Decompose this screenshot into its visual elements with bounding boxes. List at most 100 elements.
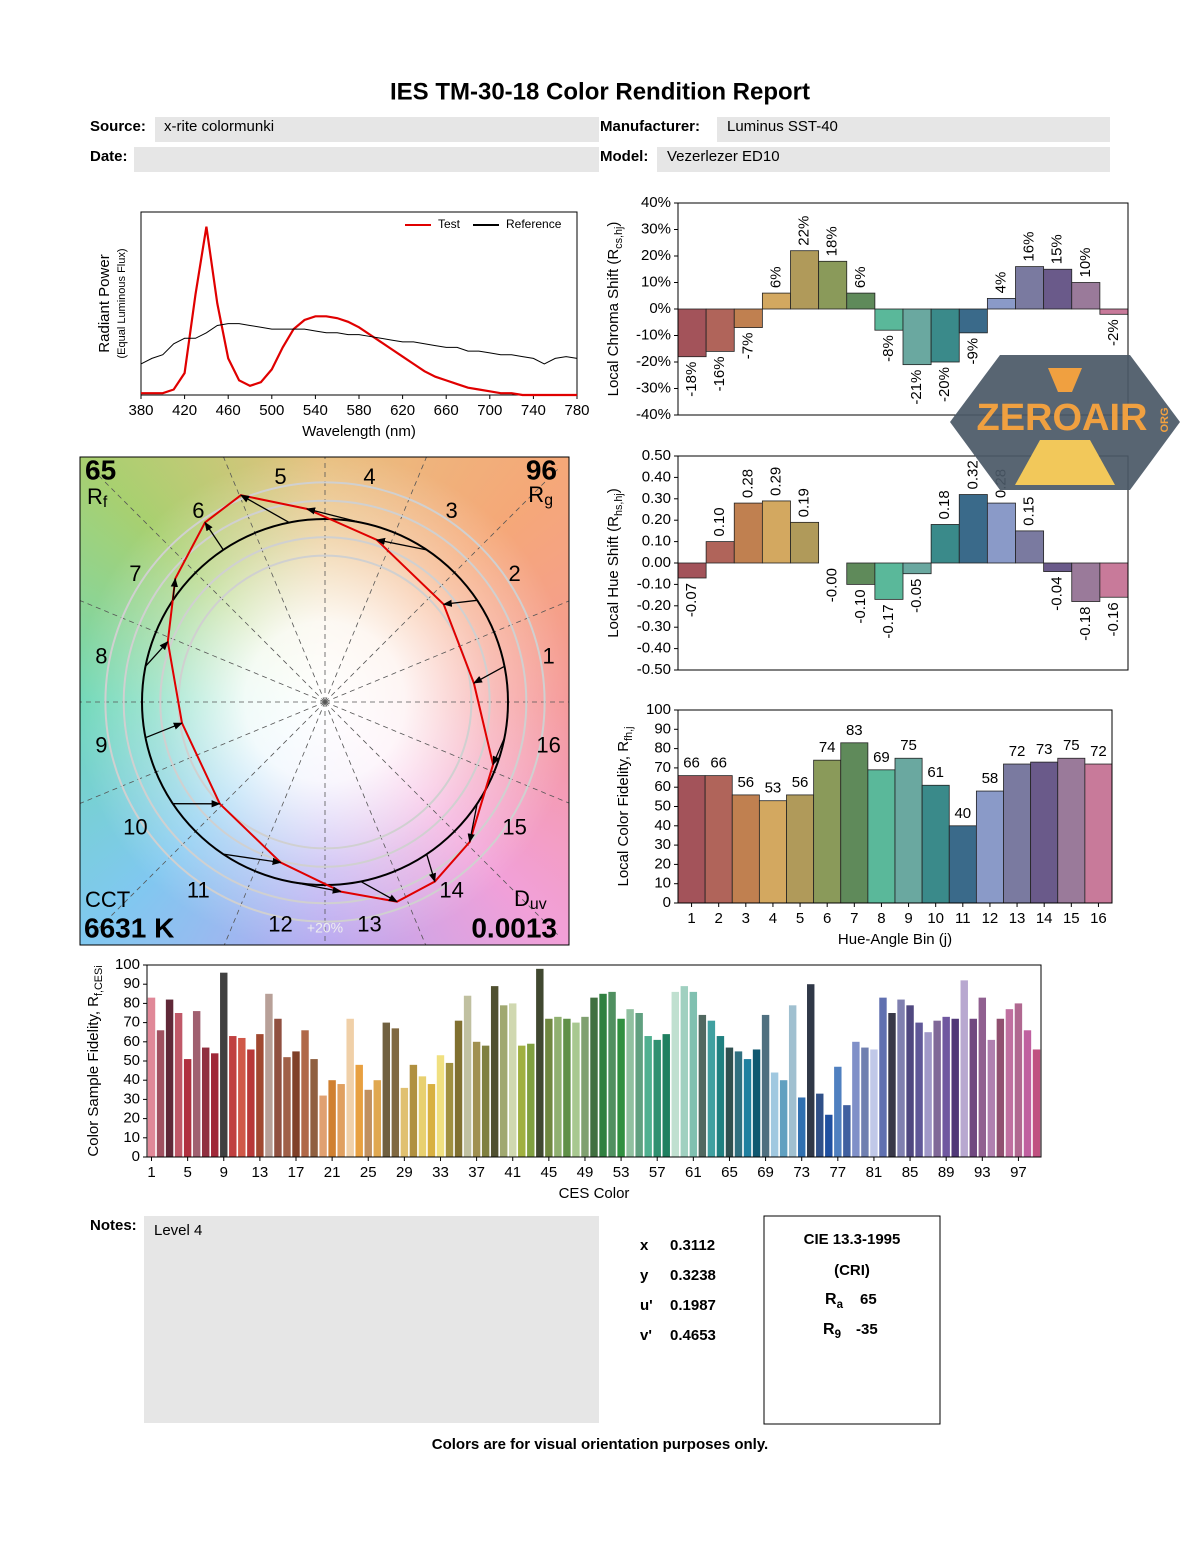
- bar: [662, 1034, 670, 1157]
- bar: [1099, 562, 1129, 598]
- x-tick-label: 53: [613, 1164, 630, 1181]
- y-tick-label: 30: [123, 1090, 140, 1107]
- value-label: -16%: [711, 356, 728, 391]
- bar: [409, 1064, 418, 1157]
- rf-value: 65: [85, 454, 116, 485]
- bar: [274, 1018, 282, 1157]
- bin-label: 11: [187, 877, 210, 902]
- bar: [797, 1097, 806, 1157]
- value-label: 58: [982, 770, 999, 787]
- x-tick-label: 13: [252, 1164, 269, 1181]
- bin-label: 13: [357, 911, 381, 936]
- x-tick-label: 14: [1036, 910, 1053, 927]
- bar: [373, 1080, 381, 1157]
- duv-value: 0.0013: [471, 912, 557, 943]
- watermark-badge: [950, 355, 1180, 490]
- duv-label: Duv: [514, 886, 547, 913]
- value-label: 75: [900, 737, 917, 754]
- y-tick-label: 40%: [641, 194, 671, 211]
- bar: [220, 972, 228, 1157]
- value-label: 66: [683, 755, 700, 772]
- x-tick-label: 10: [927, 910, 944, 927]
- bar: [617, 1018, 625, 1157]
- chromaticity-value: 0.1987: [670, 1297, 716, 1314]
- y-tick-label: 10%: [641, 273, 671, 290]
- bar: [247, 1049, 255, 1157]
- bar: [840, 742, 869, 904]
- bar: [183, 1059, 192, 1157]
- scale-circle: [104, 481, 546, 923]
- bar: [951, 1018, 959, 1157]
- x-tick-label: 15: [1063, 910, 1080, 927]
- r9-label-part: 9: [835, 1329, 841, 1341]
- bar: [364, 1089, 372, 1157]
- y-axis-title: Local Hue Shift (Rhs,hj): [605, 488, 625, 638]
- plot-frame: [677, 455, 1129, 671]
- bar: [930, 308, 960, 363]
- value-label: 10%: [1077, 247, 1094, 277]
- bar: [355, 1064, 363, 1157]
- bar: [689, 991, 698, 1157]
- field-box: [657, 147, 1110, 172]
- shift-arrow: [170, 577, 178, 601]
- report-title: IES TM-30-18 Color Rendition Report: [390, 78, 810, 105]
- y-tick-label: 50: [654, 797, 671, 814]
- bar: [996, 1018, 1005, 1157]
- bar: [948, 825, 977, 904]
- chromaticity-label: v': [640, 1327, 652, 1344]
- duv-label-part: uv: [530, 896, 547, 913]
- duv-label-part: D: [514, 886, 530, 911]
- bin-label: 15: [502, 814, 526, 839]
- bar: [653, 1039, 661, 1157]
- x-tick-label: 3: [742, 910, 750, 927]
- x-tick-label: 69: [757, 1164, 774, 1181]
- y-axis-title: Color Sample Fidelity, Rf,CESi: [85, 965, 105, 1156]
- x-tick-label: 13: [1009, 910, 1026, 927]
- bar: [1015, 530, 1045, 564]
- bar: [867, 769, 896, 904]
- rf-label-part: f: [103, 494, 108, 511]
- value-label: -0.10: [852, 589, 869, 623]
- x-tick-label: 780: [564, 402, 589, 419]
- x-tick-label: 2: [715, 910, 723, 927]
- field-label: Date:: [90, 148, 128, 165]
- ra-label-part: a: [837, 1299, 844, 1311]
- value-label: 6%: [852, 266, 869, 288]
- y-tick-label: 90: [654, 720, 671, 737]
- scale-circle: [122, 499, 528, 905]
- bin-label: 9: [95, 732, 107, 757]
- bin-label: 14: [439, 877, 463, 902]
- spectrum-line: [141, 226, 577, 397]
- value-label: -0.07: [683, 583, 700, 617]
- value-label: 56: [792, 774, 809, 791]
- bar: [933, 1020, 941, 1157]
- bar: [870, 1049, 878, 1157]
- y-axis-title-part: fh,j: [623, 726, 635, 740]
- y-tick-label: -0.20: [637, 597, 671, 614]
- y-tick-label: -30%: [636, 379, 671, 396]
- bar: [852, 1041, 860, 1157]
- y-tick-label: 30%: [641, 220, 671, 237]
- bar: [677, 308, 707, 358]
- y-tick-label: 10: [123, 1129, 140, 1146]
- bar: [346, 1018, 354, 1157]
- bar: [1005, 1009, 1014, 1157]
- bar: [705, 541, 735, 564]
- y-tick-label: -0.30: [637, 618, 671, 635]
- y-axis-title-part: ): [605, 222, 622, 227]
- bar: [734, 1051, 743, 1157]
- bar: [328, 1080, 336, 1157]
- bar: [283, 1057, 291, 1157]
- x-tick-label: 85: [902, 1164, 919, 1181]
- bar: [902, 308, 932, 366]
- bar: [527, 1043, 535, 1157]
- y-axis-subtitle: (Equal Luminous Flux): [116, 248, 128, 358]
- x-tick-label: 77: [829, 1164, 846, 1181]
- shift-arrow: [442, 599, 478, 607]
- bar: [705, 308, 735, 352]
- bar: [986, 502, 1016, 564]
- x-tick-label: 25: [360, 1164, 377, 1181]
- shift-arrow: [305, 507, 361, 524]
- bar: [644, 1036, 652, 1157]
- bar: [758, 800, 787, 904]
